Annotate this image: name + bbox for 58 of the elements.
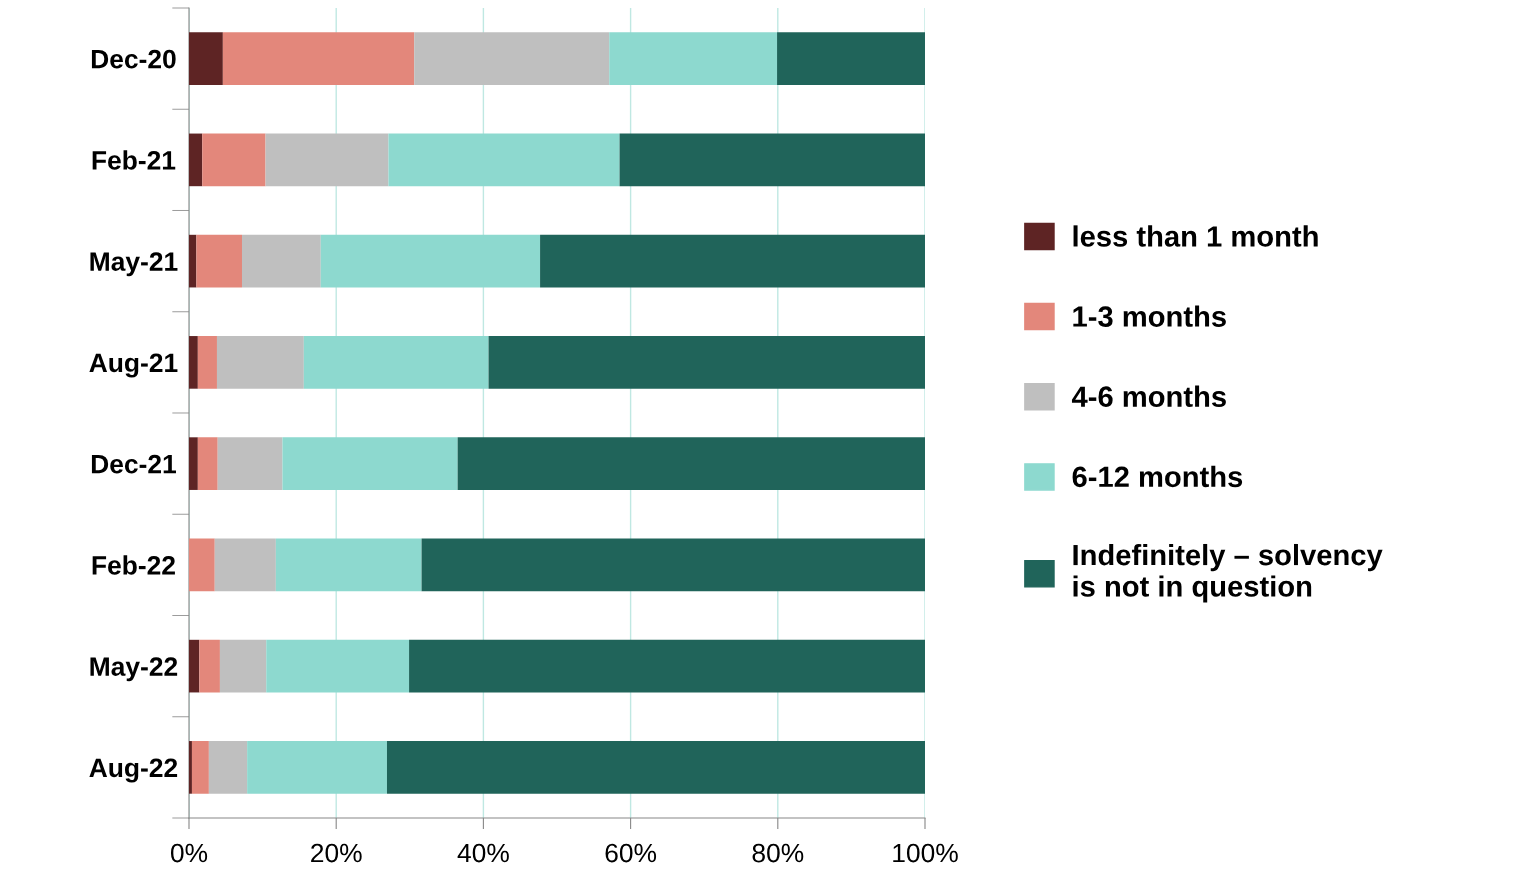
y-tick-label: Dec-20 xyxy=(91,49,176,69)
bar xyxy=(540,234,925,288)
bar xyxy=(219,639,267,693)
x-tick-label: 20% xyxy=(311,843,362,863)
bar xyxy=(421,538,925,592)
bar xyxy=(199,639,220,693)
y-tick-label: Feb-21 xyxy=(92,150,176,170)
bar xyxy=(217,437,283,490)
bar xyxy=(609,32,778,85)
bar xyxy=(189,133,203,187)
bar xyxy=(320,234,541,288)
bar xyxy=(619,133,925,187)
y-tick-label: Aug-22 xyxy=(89,758,178,783)
bar xyxy=(214,538,276,592)
bar xyxy=(191,741,209,794)
bar xyxy=(189,639,200,693)
x-tick-label: 100% xyxy=(893,843,958,863)
bar xyxy=(202,133,266,187)
bar xyxy=(457,437,925,490)
bar xyxy=(189,234,197,288)
bar xyxy=(266,639,410,693)
bar xyxy=(196,234,242,288)
bar xyxy=(197,336,217,389)
legend-label: 4-6 months xyxy=(1071,385,1226,408)
bar xyxy=(189,32,223,85)
bar xyxy=(208,741,248,794)
legend-label: Indefinitely – solvency is not in question xyxy=(1073,543,1383,603)
y-tick-label: May-21 xyxy=(90,252,178,277)
bar xyxy=(275,538,422,592)
bar xyxy=(414,32,610,85)
bar xyxy=(386,741,925,794)
legend-label: 6-12 months xyxy=(1072,465,1243,488)
legend-label: 1-3 months xyxy=(1073,305,1226,327)
legend-label: less than 1 month xyxy=(1073,225,1318,247)
bar xyxy=(216,336,304,389)
y-tick-label: May-22 xyxy=(90,657,178,682)
bar xyxy=(303,336,489,389)
bar xyxy=(488,336,925,389)
x-tick-label: 80% xyxy=(752,843,804,863)
bar xyxy=(409,639,925,693)
bar xyxy=(388,133,620,187)
bar xyxy=(189,437,198,490)
y-tick-label: Feb-22 xyxy=(92,555,175,575)
bar xyxy=(777,32,925,85)
bar xyxy=(265,133,389,187)
x-tick-label: 0% xyxy=(170,843,208,863)
bar xyxy=(241,234,321,288)
bar xyxy=(282,437,458,490)
bar xyxy=(247,741,387,794)
x-tick-label: 60% xyxy=(605,843,657,863)
bar xyxy=(189,741,192,794)
bar xyxy=(222,32,415,85)
bar xyxy=(197,437,218,490)
y-tick-label: Dec-21 xyxy=(91,454,176,474)
x-tick-label: 40% xyxy=(457,843,509,863)
bar xyxy=(189,336,198,389)
y-tick-label: Aug-21 xyxy=(89,353,178,378)
bar xyxy=(189,538,215,592)
